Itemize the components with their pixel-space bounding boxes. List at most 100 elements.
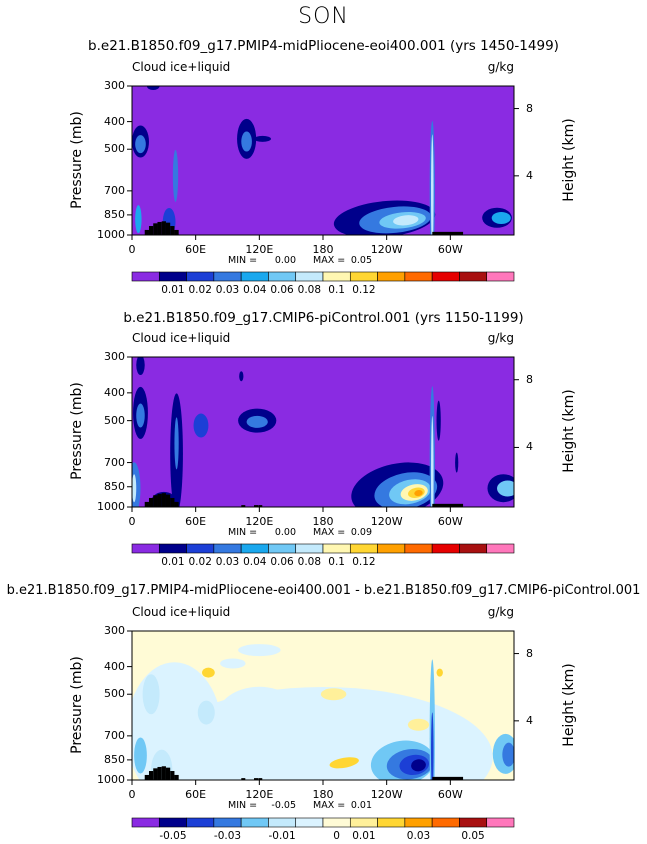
colorbar-box-1-10 xyxy=(404,543,433,554)
min-label-0: MIN = xyxy=(228,255,258,266)
colorbar-box-2-10 xyxy=(404,817,433,828)
topo-africa-0-4 xyxy=(161,221,166,235)
blob-indo-tail-0 xyxy=(254,135,272,142)
topo-africa-0-0 xyxy=(144,229,149,235)
topo-maritime-1-0 xyxy=(241,505,246,507)
colorbar-label-1-6: 0.1 xyxy=(328,556,345,568)
colorbar-label-0-0: 0.01 xyxy=(161,284,185,296)
xtick-label-1-3: 180 xyxy=(312,515,334,528)
topo-andes-0 xyxy=(432,231,464,235)
xtick-label-2-3: 180 xyxy=(312,788,334,801)
blob-indian-neg-2 xyxy=(197,700,215,725)
blob-indo-neg-2 xyxy=(216,686,302,747)
colorbar-box-2-3 xyxy=(213,817,242,828)
colorbar-label-1-4: 0.06 xyxy=(270,556,294,568)
topo-africa-0-3 xyxy=(157,221,162,235)
colorbar-box-2-7 xyxy=(322,817,351,828)
blob-indian-1 xyxy=(193,413,209,438)
xtick-label-2-4: 120W xyxy=(370,788,403,801)
xtick-label-2-5: 60W xyxy=(437,788,463,801)
topo-africa-2-0 xyxy=(144,774,149,780)
colorbar-label-1-0: 0.01 xyxy=(161,556,185,568)
colorbar-box-1-6 xyxy=(295,543,324,554)
colorbar-label-0-7: 0.12 xyxy=(352,284,376,296)
colorbar-label-0-6: 0.1 xyxy=(328,284,345,296)
ytick-label-2-5: 1000 xyxy=(97,773,125,786)
colorbar-box-2-9 xyxy=(377,817,406,828)
blob-africa-upper-core-1 xyxy=(136,403,145,428)
max-value-1: 0.09 xyxy=(350,527,372,538)
blob-pac-stcu-2d xyxy=(411,759,426,772)
colorbar-label-1-3: 0.04 xyxy=(243,556,267,568)
topo-africa-1-2 xyxy=(153,495,158,507)
topo-africa-2-4 xyxy=(161,766,166,780)
blob-atl-core-1 xyxy=(497,480,514,497)
max-label-1: MAX = xyxy=(313,527,346,538)
xtick-label-0-1: 60E xyxy=(185,243,207,256)
colorbar-box-2-13 xyxy=(486,817,515,828)
colorbar-label-0-4: 0.06 xyxy=(270,284,294,296)
y2tick-label-2-0: 8 xyxy=(526,646,533,660)
blob-indo-upper-core-0 xyxy=(241,131,252,152)
y2tick-label-0-1: 4 xyxy=(526,168,533,182)
xtick-label-0-3: 180 xyxy=(312,243,334,256)
colorbar-box-2-0 xyxy=(131,817,160,828)
colorbar-label-0-5: 0.08 xyxy=(297,284,322,296)
units-label-1: g/kg xyxy=(487,331,514,345)
colorbar-box-1-2 xyxy=(186,543,215,554)
season-title: SON xyxy=(298,4,349,29)
colorbar-label-2-4: 0.01 xyxy=(352,830,376,842)
ytick-label-1-3: 700 xyxy=(104,455,125,469)
y2tick-label-2-1: 4 xyxy=(526,713,533,727)
colorbar-box-1-9 xyxy=(377,543,406,554)
xtick-label-1-2: 120E xyxy=(245,515,274,528)
blob-pos-2d xyxy=(407,718,430,731)
topo-africa-2-7 xyxy=(174,774,179,780)
colorbar-box-1-5 xyxy=(268,543,297,554)
colorbar-box-0-12 xyxy=(459,271,488,282)
colorbar-label-2-3: 0 xyxy=(333,830,340,842)
topo-africa-2-3 xyxy=(157,766,162,780)
field-0 xyxy=(132,86,514,235)
colorbar-box-2-4 xyxy=(240,817,269,828)
var-label-0: Cloud ice+liquid xyxy=(132,60,231,74)
blob-atl-neg-2b xyxy=(502,742,514,767)
blob-indo-top-1 xyxy=(239,371,244,382)
colorbar-box-2-5 xyxy=(268,817,297,828)
topo-andes-1 xyxy=(432,503,464,507)
ytick-label-1-2: 500 xyxy=(104,413,125,427)
xtick-label-0-0: 0 xyxy=(128,243,136,256)
ytick-label-0-5: 1000 xyxy=(97,228,125,241)
topo-maritime-2-1 xyxy=(254,778,259,780)
xtick-label-0-4: 120W xyxy=(370,243,403,256)
blob-pac-stcu-4-0 xyxy=(393,215,419,226)
blob-top-0 xyxy=(146,86,160,90)
topo-africa-1-7 xyxy=(174,501,179,507)
blob-africa-low-core-1 xyxy=(132,474,137,503)
colorbar-box-0-4 xyxy=(240,271,269,282)
min-value-2: -0.05 xyxy=(271,800,296,811)
y2tick-label-1-0: 8 xyxy=(526,372,533,386)
blob-indo-core-1 xyxy=(246,415,268,428)
topo-maritime-2-2 xyxy=(258,778,263,780)
colorbar-label-2-1: -0.03 xyxy=(213,830,242,842)
colorbar-box-2-12 xyxy=(459,817,488,828)
min-value-1: 0.00 xyxy=(274,527,296,538)
colorbar-box-1-0 xyxy=(131,543,160,554)
field-1 xyxy=(132,357,514,507)
blob-pac-stcu-6-1 xyxy=(414,489,423,497)
max-value-2: 0.01 xyxy=(350,800,372,811)
xtick-label-2-2: 120E xyxy=(245,788,274,801)
colorbar-box-0-0 xyxy=(131,271,160,282)
ytick-label-0-3: 700 xyxy=(104,183,125,197)
colorbar-box-1-3 xyxy=(213,543,242,554)
colorbar-box-0-9 xyxy=(377,271,406,282)
ytick-label-2-1: 400 xyxy=(104,659,125,673)
topo-maritime-1-1 xyxy=(254,505,259,507)
min-label-2: MIN = xyxy=(228,800,258,811)
colorbar-box-1-8 xyxy=(349,543,378,554)
colorbar-label-1-2: 0.03 xyxy=(215,556,240,568)
ytick-label-0-0: 300 xyxy=(104,79,125,92)
colorbar-box-2-2 xyxy=(186,817,215,828)
blob-pos-2e xyxy=(436,668,443,677)
